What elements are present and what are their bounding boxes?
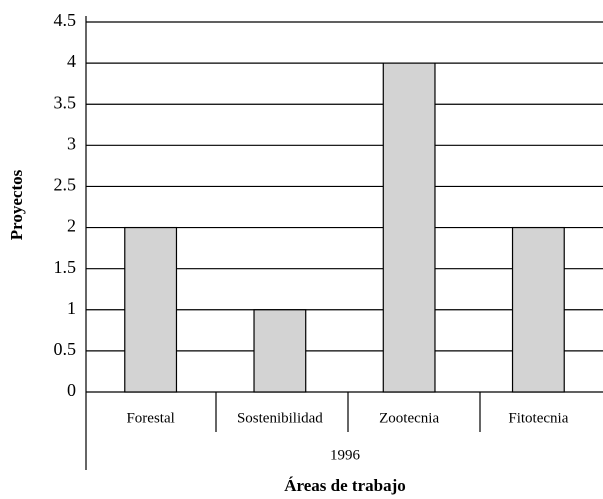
x-tick-label: Fitotecnia bbox=[508, 410, 568, 426]
y-tick-label: 1.5 bbox=[54, 257, 77, 277]
bar bbox=[382, 62, 436, 393]
y-tick-label: 4.5 bbox=[54, 10, 77, 30]
y-tick-label: 0.5 bbox=[54, 339, 77, 359]
y-axis-label: Proyectos bbox=[7, 169, 26, 240]
x-tick-label: Forestal bbox=[126, 410, 174, 426]
x-tick-label: Zootecnia bbox=[379, 410, 439, 426]
y-tick-label: 1 bbox=[67, 298, 76, 318]
x-axis-label: Áreas de trabajo bbox=[284, 476, 406, 495]
group-label: 1996 bbox=[330, 447, 361, 463]
bar bbox=[253, 309, 307, 393]
x-tick-label: Sostenibilidad bbox=[237, 410, 323, 426]
bar bbox=[511, 226, 565, 393]
y-tick-label: 0 bbox=[67, 380, 76, 400]
y-tick-label: 4 bbox=[67, 51, 76, 71]
y-tick-label: 2 bbox=[67, 216, 76, 236]
y-tick-label: 3.5 bbox=[54, 92, 77, 112]
bar bbox=[124, 226, 178, 393]
y-tick-label: 2.5 bbox=[54, 175, 77, 195]
y-tick-label: 3 bbox=[67, 133, 76, 153]
